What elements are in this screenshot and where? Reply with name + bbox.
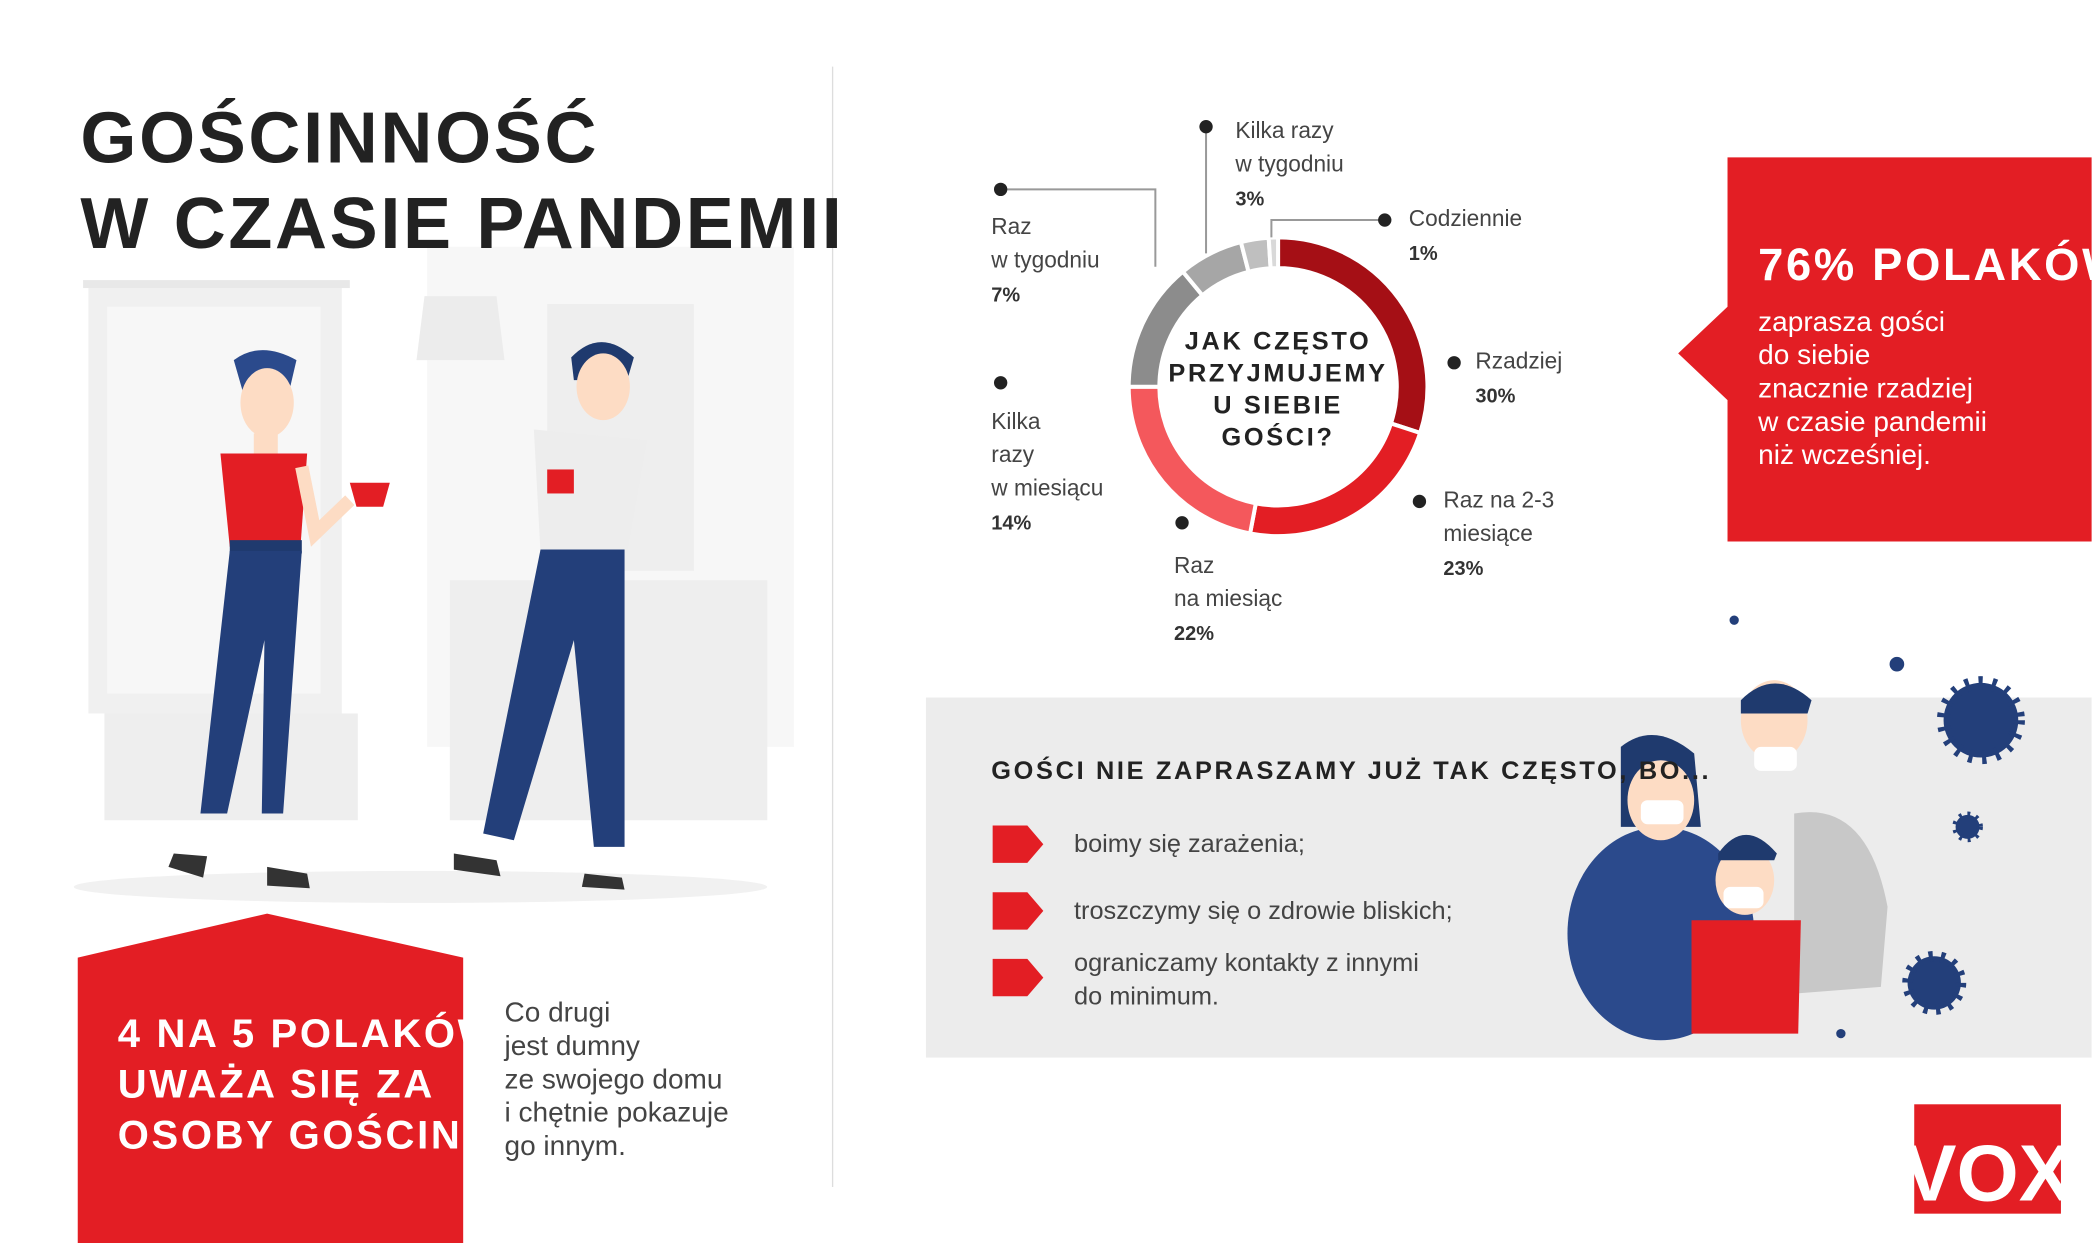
value-label: 7% bbox=[991, 284, 1020, 306]
category-label: Raz w tygodniu bbox=[990, 213, 1099, 272]
value-label: 3% bbox=[1235, 188, 1264, 210]
category-label: Kilka razy w tygodniu bbox=[1234, 117, 1343, 176]
reason-text: troszczymy się o zdrowie bliskich; bbox=[1074, 897, 1453, 925]
right-headline: 76% POLAKÓW bbox=[1758, 238, 2092, 290]
donut-segment bbox=[1266, 235, 1281, 271]
page-title: GOŚCINNOŚĆ W CZASIE PANDEMII bbox=[80, 98, 844, 264]
reason-arrow bbox=[992, 892, 1044, 930]
leader-line bbox=[1000, 188, 1157, 267]
category-label: Codziennie bbox=[1409, 205, 1522, 231]
virus-icons bbox=[1729, 615, 2025, 1039]
left-headline: 4 NA 5 POLAKÓW UWAŻA SIĘ ZA OSOBY GOŚCINNE… bbox=[118, 1010, 537, 1157]
leader-line bbox=[1270, 219, 1385, 238]
right-red-box bbox=[1678, 157, 2092, 542]
reason-arrow bbox=[992, 825, 1044, 863]
label-dot bbox=[1447, 356, 1461, 370]
category-label: Raz na miesiąc bbox=[1174, 552, 1282, 611]
donut-title: JAK CZĘSTO PRZYJMUJEMY U SIEBIE GOŚCI? bbox=[1168, 327, 1387, 451]
left-red-box bbox=[77, 913, 464, 1243]
label-dot bbox=[993, 182, 1008, 197]
room-background bbox=[73, 246, 794, 903]
woman-illustration bbox=[168, 350, 390, 889]
label-dot bbox=[1175, 516, 1189, 530]
reasons-panel bbox=[925, 697, 2092, 1058]
label-dot bbox=[1378, 213, 1392, 227]
man-illustration bbox=[453, 342, 648, 890]
logo-text: VOX bbox=[1903, 1128, 2072, 1217]
category-label: Kilka razy w miesiącu bbox=[990, 408, 1103, 501]
value-label: 30% bbox=[1475, 386, 1515, 408]
reason-text: ograniczamy kontakty z innymi do minimum. bbox=[1074, 949, 1419, 1010]
label-dot bbox=[1412, 494, 1427, 509]
donut-segment bbox=[1238, 235, 1273, 275]
value-label: 1% bbox=[1409, 243, 1438, 265]
right-body: zaprasza gości do siebie znacznie rzadziej… bbox=[1757, 306, 1987, 470]
value-label: 23% bbox=[1443, 558, 1483, 580]
left-side-text: Co drugi jest dumny ze swojego domu i chętn… bbox=[504, 997, 729, 1161]
label-dot bbox=[993, 376, 1008, 390]
category-label: Raz na 2-3 miesiące bbox=[1443, 486, 1554, 545]
family-illustration bbox=[1567, 680, 1888, 1041]
label-dot bbox=[1199, 120, 1213, 134]
value-label: 22% bbox=[1174, 623, 1214, 645]
value-label: 14% bbox=[991, 512, 1031, 534]
reasons-title: GOŚCI NIE ZAPRASZAMY JUŻ TAK CZĘSTO, BO.… bbox=[991, 755, 1711, 785]
logo-box bbox=[1914, 1104, 2061, 1214]
reason-text: boimy się zarażenia; bbox=[1074, 830, 1305, 858]
reason-arrow bbox=[992, 958, 1044, 997]
category-label: Rzadziej bbox=[1475, 348, 1562, 374]
